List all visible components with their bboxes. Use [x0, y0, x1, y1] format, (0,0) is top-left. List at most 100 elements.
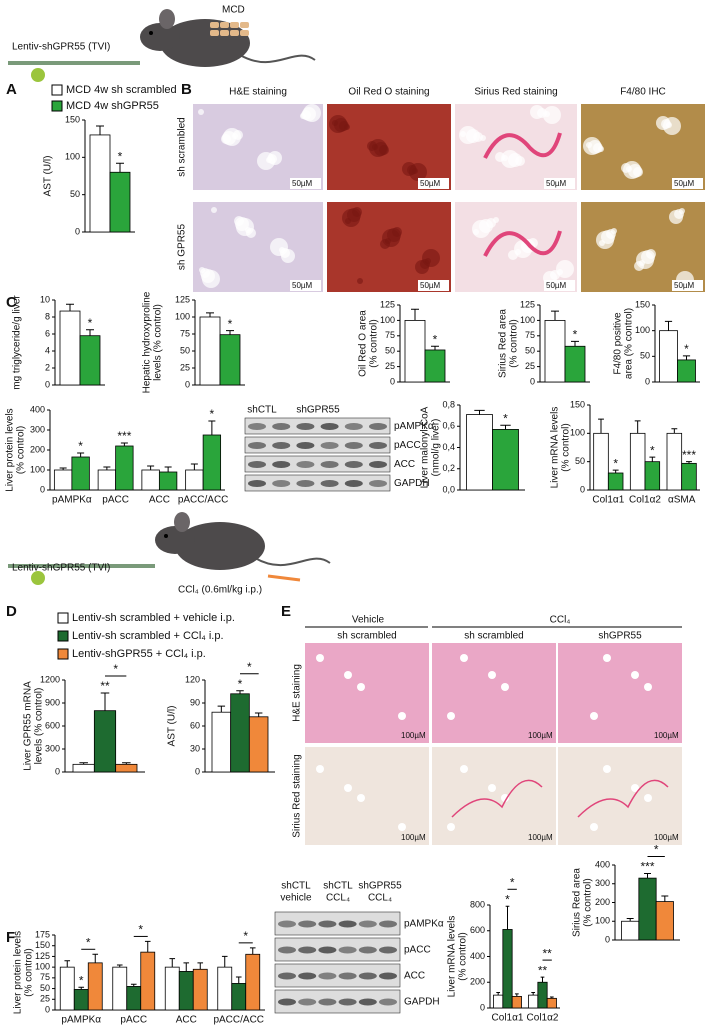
y-tick-label: 0	[45, 379, 50, 389]
bar	[546, 997, 557, 1009]
bar	[126, 986, 142, 1011]
y-tick-label: 300	[30, 424, 45, 434]
tissue-texture	[392, 227, 402, 237]
vessel	[398, 823, 406, 831]
y-tick-label: 100	[65, 152, 80, 162]
vessel	[590, 823, 598, 831]
y-tick-label: 50	[575, 456, 585, 466]
panel-letter: B	[181, 81, 192, 98]
error-bar	[431, 345, 439, 350]
blot-band	[298, 920, 317, 928]
tissue-texture	[257, 152, 275, 170]
significance: *	[654, 843, 659, 857]
mouse-body	[175, 522, 265, 570]
x-tick-label: αSMA	[668, 495, 696, 506]
pellet	[230, 22, 239, 28]
significance: *	[684, 342, 689, 356]
vessel	[357, 683, 365, 691]
blot-band	[338, 920, 357, 928]
error-bar	[598, 418, 604, 434]
y-axis-label: (% control)	[561, 423, 572, 471]
column-header: F4/80 IHC	[620, 87, 666, 98]
histology-image	[432, 643, 556, 743]
y-axis-label: Oil Red O area	[358, 310, 369, 377]
blot-strip	[274, 989, 401, 1014]
bar	[564, 345, 586, 383]
vessel	[488, 784, 496, 792]
fibrosis	[451, 779, 543, 818]
significance: *	[503, 411, 508, 425]
tissue-texture	[352, 207, 362, 217]
virus	[31, 68, 45, 82]
error-bar	[206, 312, 214, 317]
legend-swatch	[57, 612, 69, 624]
error-bar	[190, 463, 198, 470]
vessel	[488, 671, 496, 679]
tissue-texture	[198, 109, 204, 115]
pellet	[210, 30, 219, 36]
blot-band	[272, 461, 291, 468]
y-tick-label: 200	[595, 897, 610, 907]
vessel	[357, 794, 365, 802]
y-axis-label: AST (U/l)	[43, 156, 54, 197]
y-tick-label: 175	[35, 929, 50, 939]
blot-strip	[274, 937, 401, 962]
y-tick-label: 25	[180, 362, 190, 372]
bar	[404, 319, 426, 383]
bar	[158, 471, 178, 491]
bar	[219, 334, 241, 386]
y-tick-label: 0,0	[442, 484, 455, 494]
y-tick-label: 50	[385, 346, 395, 356]
blot-band	[298, 998, 317, 1006]
bar	[59, 310, 81, 386]
x-tick-label: pACC	[102, 495, 129, 506]
blot-group-label: shGPR55	[296, 405, 340, 416]
blot-band	[369, 480, 387, 487]
y-tick-label: 50	[70, 189, 80, 199]
row-label: sh scrambled	[177, 117, 188, 176]
bar	[607, 472, 624, 491]
y-tick-label: 0	[530, 376, 535, 386]
y-tick-label: 100	[175, 311, 190, 321]
blot-band	[318, 972, 337, 980]
y-tick-label: 10	[40, 294, 50, 304]
error-bar	[116, 162, 124, 173]
panel-letter: F	[6, 929, 15, 946]
bar	[502, 929, 513, 1009]
y-axis-label: Liver mRNA levels	[447, 916, 458, 998]
blot-row-label: GAPDH	[394, 478, 430, 489]
bar	[528, 994, 539, 1009]
y-axis-label: levels (% control)	[153, 304, 164, 381]
significance: *	[138, 923, 143, 937]
tissue-texture	[199, 267, 205, 273]
bar	[681, 462, 697, 491]
y-tick-label: 100	[635, 325, 650, 335]
y-tick-label: 400	[595, 859, 610, 869]
legend-swatch	[51, 100, 63, 112]
tissue-texture	[493, 217, 499, 223]
significance: *	[86, 935, 91, 949]
significance: **	[100, 679, 110, 693]
error-bar	[686, 461, 692, 464]
y-tick-label: 0	[185, 379, 190, 389]
error-bar	[496, 992, 501, 996]
y-tick-label: 400	[30, 404, 45, 414]
vessel	[644, 683, 652, 691]
error-bar	[92, 953, 99, 963]
bar	[73, 989, 89, 1011]
y-tick-label: 1200	[40, 674, 60, 684]
tissue-texture	[422, 249, 440, 267]
tissue-texture	[234, 216, 244, 226]
bar	[93, 710, 117, 773]
bar	[140, 951, 156, 1011]
y-tick-label: 0,8	[442, 399, 455, 409]
error-bar	[197, 962, 204, 970]
blot-band	[320, 480, 339, 487]
y-axis-label: F4/80 positive	[613, 312, 624, 375]
significance: *	[650, 443, 655, 457]
bar	[629, 432, 646, 491]
error-bar	[661, 895, 669, 902]
error-bar	[122, 762, 131, 765]
bar	[621, 920, 640, 941]
